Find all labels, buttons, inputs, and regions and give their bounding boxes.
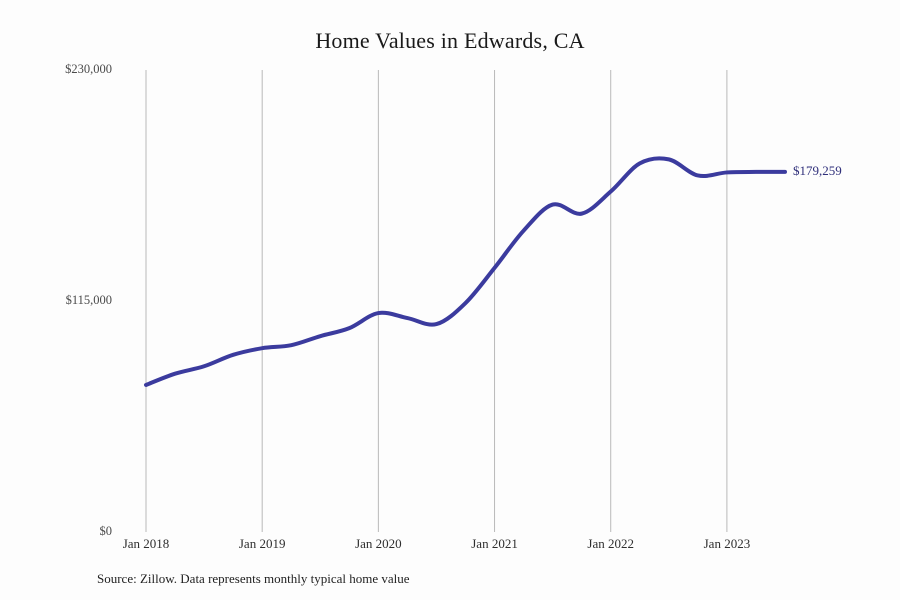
x-tick-label: Jan 2018: [122, 536, 170, 551]
x-tick-label: Jan 2020: [355, 536, 402, 551]
x-tick-label: Jan 2022: [587, 536, 635, 551]
source-note: Source: Zillow. Data represents monthly …: [97, 571, 410, 586]
y-tick-label: $230,000: [65, 62, 112, 76]
end-value-label: $179,259: [793, 162, 842, 178]
gridlines: [145, 70, 728, 532]
x-tick-label: Jan 2021: [471, 536, 518, 551]
x-tick-label: Jan 2019: [238, 536, 286, 551]
x-tick-label: Jan 2023: [703, 536, 751, 551]
chart-title: Home Values in Edwards, CA: [315, 28, 585, 53]
y-tick-label: $115,000: [65, 293, 112, 307]
value-line: [144, 156, 787, 387]
y-tick-label: $0: [99, 524, 113, 538]
